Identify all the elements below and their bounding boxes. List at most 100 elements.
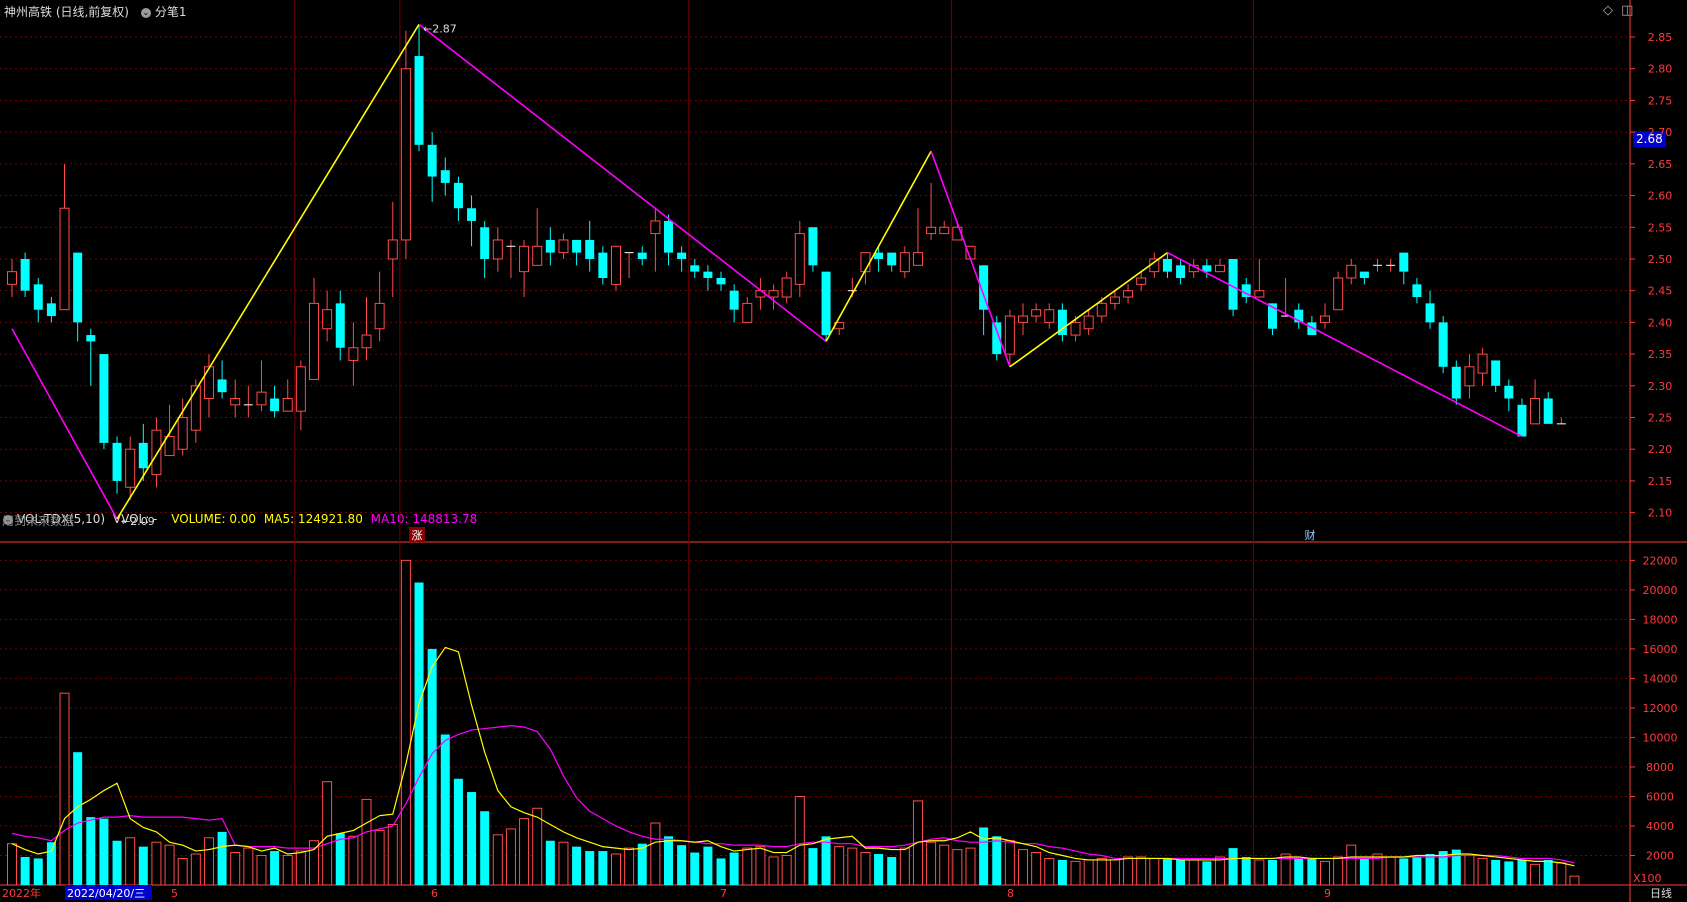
volume-bar-up[interactable] xyxy=(1214,856,1225,886)
candle-body-up[interactable] xyxy=(519,245,530,273)
candle-body-up[interactable] xyxy=(164,436,175,457)
candle-body-up[interactable] xyxy=(650,220,661,235)
candle-body-up[interactable] xyxy=(742,302,753,323)
rise-marker[interactable]: 涨 xyxy=(412,529,423,542)
candle-body-down[interactable] xyxy=(1162,258,1172,272)
candle-body-up[interactable] xyxy=(1477,353,1488,374)
volume-bar-up[interactable] xyxy=(59,692,70,886)
candle-body-down[interactable] xyxy=(138,442,148,469)
volume-bar-down[interactable] xyxy=(979,827,989,885)
volume-bar-down[interactable] xyxy=(1451,849,1461,885)
candle-body-down[interactable] xyxy=(979,265,989,310)
volume-bar-down[interactable] xyxy=(585,851,595,885)
volume-bar-up[interactable] xyxy=(1320,860,1330,886)
volume-bar-down[interactable] xyxy=(335,833,345,885)
volume-bar-down[interactable] xyxy=(414,582,424,885)
volume-bar-up[interactable] xyxy=(1136,856,1147,886)
volume-bar-down[interactable] xyxy=(73,752,83,885)
candle-body-down[interactable] xyxy=(1241,284,1251,298)
volume-bar-down[interactable] xyxy=(467,792,477,885)
volume-bar-up[interactable] xyxy=(243,847,254,886)
candle-body-down[interactable] xyxy=(440,170,450,183)
volume-bar-up[interactable] xyxy=(1070,860,1081,886)
candle-body-down[interactable] xyxy=(1202,265,1212,272)
volume-bar-up[interactable] xyxy=(190,853,201,886)
candle-body-up[interactable] xyxy=(1214,264,1225,273)
candle-body-down[interactable] xyxy=(821,271,831,336)
volume-bar-up[interactable] xyxy=(1346,844,1357,886)
volume-bar-up[interactable] xyxy=(164,844,175,886)
candle-body-up[interactable] xyxy=(295,366,306,412)
candle-body-up[interactable] xyxy=(125,448,136,488)
candle-body-down[interactable] xyxy=(1399,252,1409,272)
volume-bar-down[interactable] xyxy=(1228,848,1238,885)
volume-bar-up[interactable] xyxy=(295,850,306,886)
volume-bar-up[interactable] xyxy=(1044,857,1055,886)
volume-bar-down[interactable] xyxy=(1399,858,1409,885)
volume-bar-down[interactable] xyxy=(112,840,122,885)
candle-body-up[interactable] xyxy=(203,366,214,399)
volume-bar-down[interactable] xyxy=(453,778,463,885)
candle-body-down[interactable] xyxy=(1491,360,1501,386)
volume-bar-up[interactable] xyxy=(361,798,372,886)
volume-bar-down[interactable] xyxy=(821,836,831,885)
volume-bar-down[interactable] xyxy=(664,836,673,885)
candle-body-up[interactable] xyxy=(308,302,319,380)
volume-bar-down[interactable] xyxy=(1294,858,1304,885)
candle-body-up[interactable] xyxy=(1320,315,1330,323)
chevron-down-icon[interactable]: ⌄ xyxy=(3,514,13,525)
candle-body-up[interactable] xyxy=(781,277,792,298)
volume-bar-down[interactable] xyxy=(270,851,280,885)
candle-body-up[interactable] xyxy=(348,347,359,361)
candle-body-up[interactable] xyxy=(899,252,910,273)
volume-bar-up[interactable] xyxy=(926,841,937,886)
candle-body-down[interactable] xyxy=(427,144,437,177)
candle-body-down[interactable] xyxy=(1176,265,1186,278)
candle-body-up[interactable] xyxy=(1123,290,1134,298)
vol-indicator-name[interactable]: VOL-TDX(5,10) xyxy=(17,512,106,526)
candle-body-up[interactable] xyxy=(1083,315,1094,330)
volume-bar-down[interactable] xyxy=(1202,861,1212,885)
candle-body-down[interactable] xyxy=(1057,309,1067,336)
volume-bar-down[interactable] xyxy=(1438,851,1448,885)
volume-bar-up[interactable] xyxy=(282,854,293,886)
volume-bar-up[interactable] xyxy=(1530,863,1541,886)
candle-body-up[interactable] xyxy=(1254,290,1265,298)
volume-bar-up[interactable] xyxy=(1109,859,1120,886)
volume-bar-up[interactable] xyxy=(952,849,963,886)
candle-body-down[interactable] xyxy=(992,322,1002,355)
volume-bar-down[interactable] xyxy=(86,817,96,885)
candle-body-down[interactable] xyxy=(664,220,673,253)
candle-body-up[interactable] xyxy=(939,226,950,235)
volume-bar-down[interactable] xyxy=(440,734,450,885)
volume-bar-up[interactable] xyxy=(230,852,241,886)
candle-body-up[interactable] xyxy=(1031,309,1042,317)
candle-body-up[interactable] xyxy=(1333,277,1344,311)
candle-body-up[interactable] xyxy=(1530,397,1541,425)
volume-bar-up[interactable] xyxy=(834,846,845,886)
volume-bar-up[interactable] xyxy=(322,781,333,886)
volume-bar-down[interactable] xyxy=(1491,859,1501,885)
volume-bar-up[interactable] xyxy=(492,834,503,886)
candle-body-down[interactable] xyxy=(1517,404,1527,437)
volume-bar-up[interactable] xyxy=(7,843,17,886)
candle-body-up[interactable] xyxy=(1018,315,1029,323)
volume-bar-up[interactable] xyxy=(1556,862,1567,886)
volume-bar-down[interactable] xyxy=(1162,858,1172,885)
candle-body-up[interactable] xyxy=(1136,277,1147,285)
volume-bar-up[interactable] xyxy=(1333,856,1344,886)
stock-title[interactable]: 神州高铁 (日线,前复权) xyxy=(4,5,129,19)
volume-bar-up[interactable] xyxy=(1031,852,1042,886)
candle-body-up[interactable] xyxy=(59,207,70,311)
candle-body-down[interactable] xyxy=(729,290,739,310)
volume-bar-up[interactable] xyxy=(1464,854,1475,886)
volume-bar-down[interactable] xyxy=(887,856,897,885)
volume-bar-up[interactable] xyxy=(558,841,569,886)
candle-body-down[interactable] xyxy=(1438,322,1448,367)
volume-bar-down[interactable] xyxy=(703,846,713,885)
volume-bar-up[interactable] xyxy=(308,840,319,886)
candle-body-up[interactable] xyxy=(912,252,923,266)
volume-bar-up[interactable] xyxy=(1083,859,1094,886)
candle-body-up[interactable] xyxy=(558,239,569,254)
